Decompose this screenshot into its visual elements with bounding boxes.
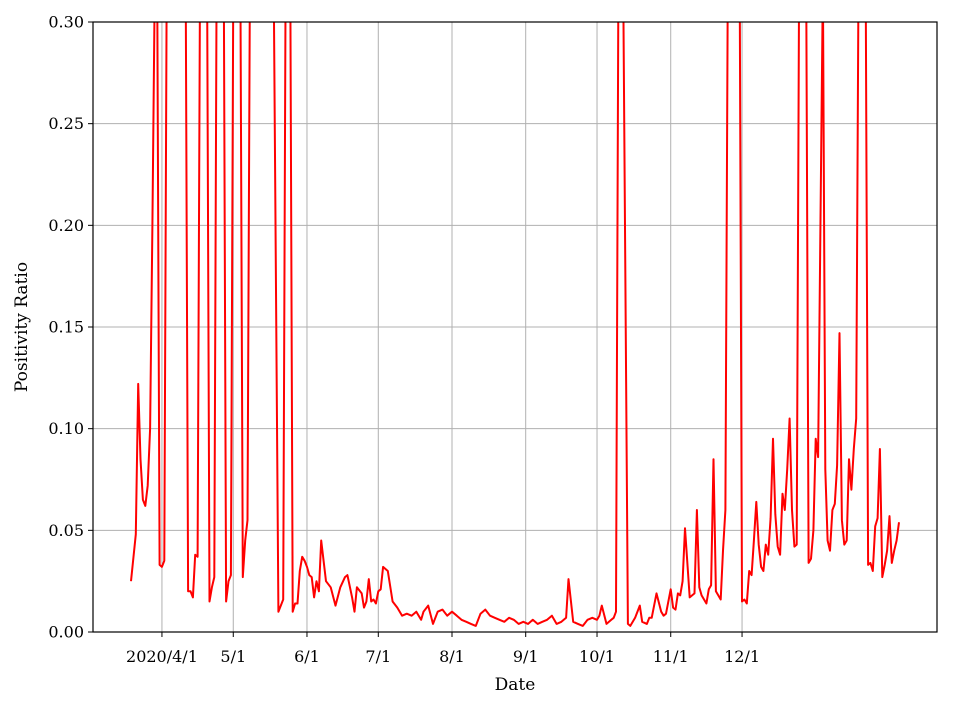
x-tick-label: 8/1 (439, 647, 465, 666)
y-tick-label: 0.05 (48, 521, 84, 540)
y-tick-label: 0.30 (48, 13, 84, 32)
x-tick-label: 2020/4/1 (126, 647, 198, 666)
x-tick-label: 11/1 (653, 647, 689, 666)
y-axis-title: Positivity Ratio (12, 262, 32, 392)
x-tick-label: 12/1 (724, 647, 760, 666)
x-axis-title: Date (495, 675, 536, 695)
x-tick-label: 7/1 (365, 647, 391, 666)
plot-clip-group (130, 22, 900, 627)
y-tick-label: 0.00 (48, 623, 84, 642)
series-line (130, 22, 900, 627)
x-tick-label: 5/1 (220, 647, 246, 666)
x-axis: 2020/4/1 5/1 6/1 7/1 8/1 9/1 10/1 11/1 12/1 (126, 632, 760, 666)
y-tick-label: 0.20 (48, 216, 84, 235)
y-tick-label: 0.25 (48, 114, 84, 133)
y-axis: 0.00 0.05 0.10 0.15 0.20 0.25 0.30 (48, 13, 93, 642)
x-tick-label: 6/1 (294, 647, 320, 666)
y-tick-label: 0.15 (48, 318, 84, 337)
x-tick-label: 10/1 (579, 647, 615, 666)
x-tick-label: 9/1 (513, 647, 539, 666)
y-tick-label: 0.10 (48, 419, 84, 438)
